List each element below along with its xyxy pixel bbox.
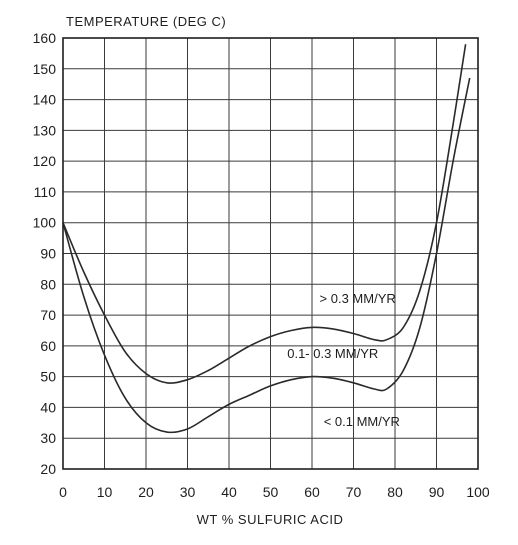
- x-tick-label: 70: [346, 484, 362, 500]
- region-label: 0.1- 0.3 MM/YR: [287, 346, 378, 361]
- y-tick-label: 80: [40, 276, 56, 292]
- region-label: < 0.1 MM/YR: [324, 414, 400, 429]
- y-tick-label: 90: [40, 246, 56, 262]
- y-tick-label: 160: [33, 30, 57, 46]
- x-tick-label: 100: [466, 484, 490, 500]
- y-tick-label: 140: [33, 92, 57, 108]
- x-tick-label: 20: [138, 484, 154, 500]
- y-tick-label: 100: [33, 215, 57, 231]
- boundary-curve-2: [62, 77, 471, 434]
- y-tick-label: 70: [40, 307, 56, 323]
- y-tick-label: 150: [33, 61, 57, 77]
- x-tick-label: 0: [59, 484, 67, 500]
- y-tick-label: 120: [33, 153, 57, 169]
- plot-frame: [62, 37, 479, 470]
- y-tick-label: 130: [33, 122, 57, 138]
- x-tick-label: 60: [304, 484, 320, 500]
- region-label: > 0.3 MM/YR: [320, 291, 396, 306]
- x-axis-title: WT % SULFURIC ACID: [197, 512, 344, 527]
- y-tick-label: 50: [40, 369, 56, 385]
- x-tick-label: 90: [429, 484, 445, 500]
- y-tick-label: 40: [40, 399, 56, 415]
- x-tick-label: 80: [387, 484, 403, 500]
- region-labels: > 0.3 MM/YR 0.1- 0.3 MM/YR < 0.1 MM/YR: [287, 291, 400, 429]
- curves: [62, 44, 471, 434]
- y-tick-label: 60: [40, 338, 56, 354]
- x-tick-labels: 0 10 20 30 40 50 60 70 80 90 100: [59, 484, 490, 500]
- y-tick-label: 110: [34, 184, 57, 200]
- boundary-curve-1: [62, 44, 467, 384]
- y-tick-labels: 20 30 40 50 60 70 80 90 100 110 120 130 140 150 160: [33, 30, 57, 477]
- grid: [62, 37, 479, 470]
- y-tick-label: 30: [40, 430, 56, 446]
- x-tick-label: 40: [221, 484, 237, 500]
- x-tick-label: 30: [180, 484, 196, 500]
- y-axis-title: TEMPERATURE (DEG C): [66, 14, 226, 29]
- y-tick-label: 20: [40, 461, 56, 477]
- x-tick-label: 10: [97, 484, 113, 500]
- x-tick-label: 50: [263, 484, 279, 500]
